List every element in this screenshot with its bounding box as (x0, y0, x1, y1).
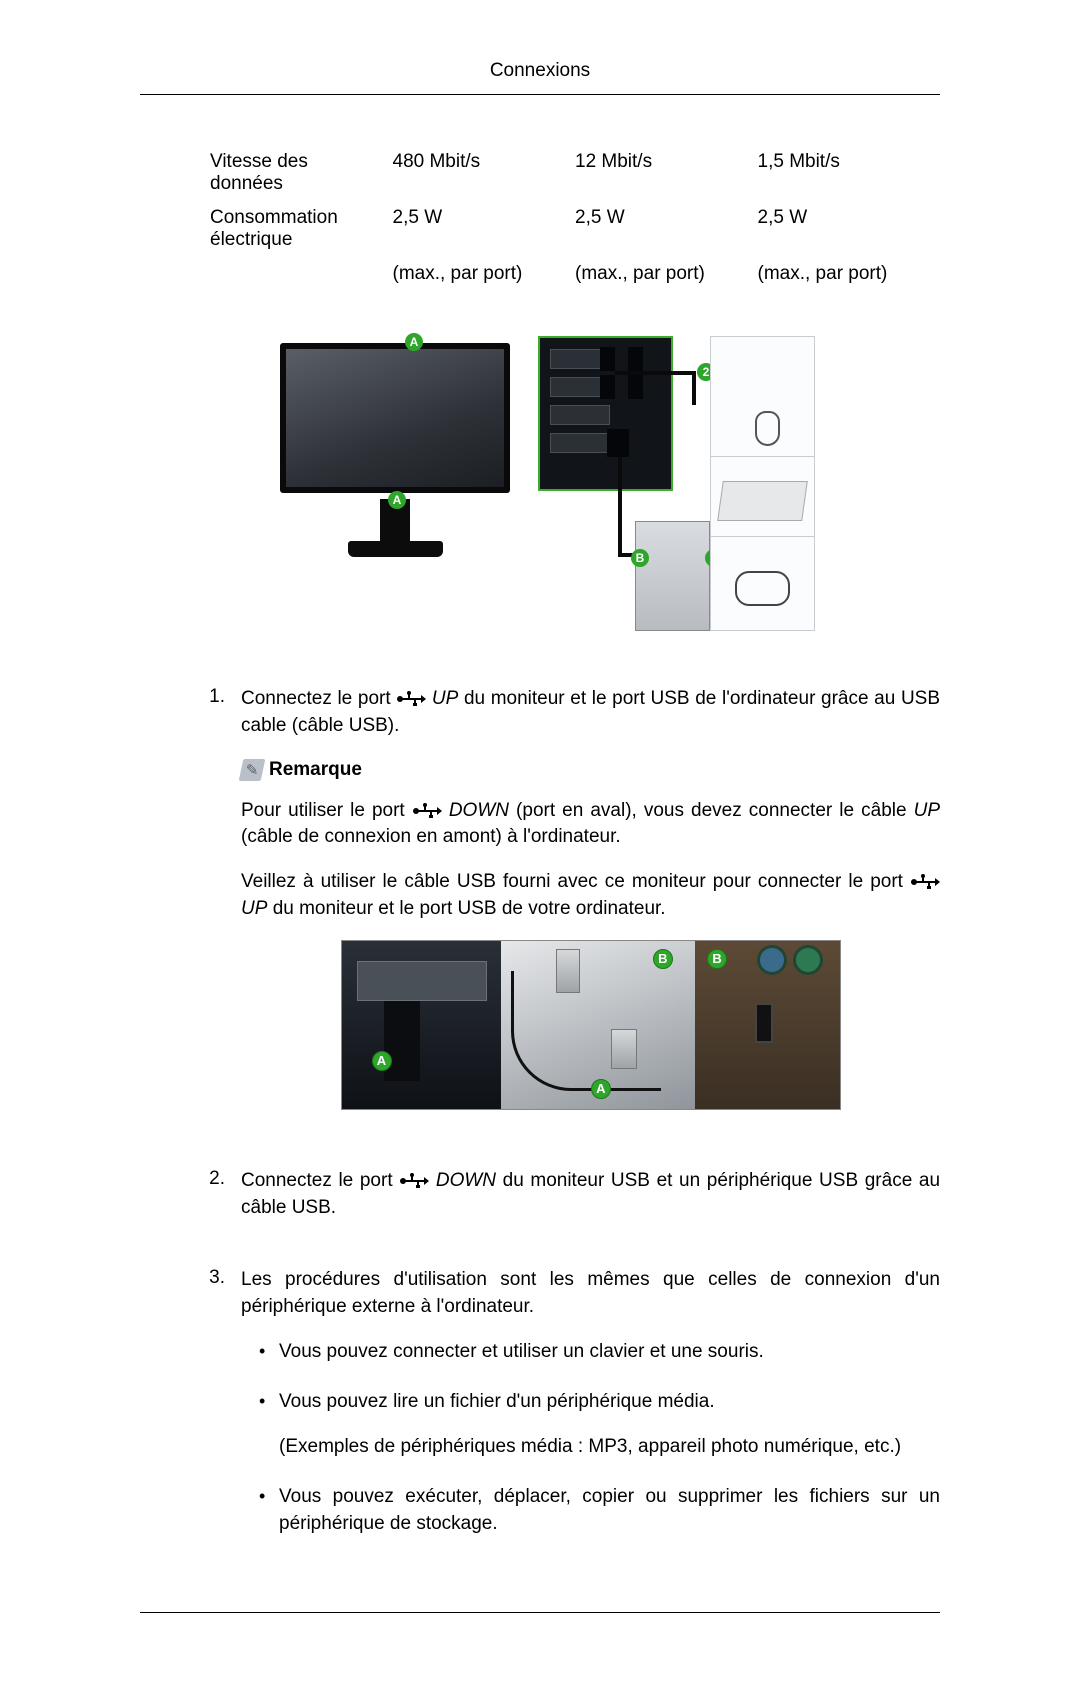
plug-icon (607, 429, 629, 457)
ps2-port-icon (793, 945, 823, 975)
step-body: Connectez le port DOWN du moniteur USB e… (241, 1168, 940, 1239)
cell-value: 1,5 Mbit/s (758, 145, 941, 201)
cell-value: 480 Mbit/s (393, 145, 576, 201)
marker-b-icon: B (631, 549, 649, 567)
step-body: Connectez le port UP du moniteur et le p… (241, 686, 940, 1140)
usb-port-icon (550, 433, 610, 453)
monitor-base-icon (348, 541, 443, 557)
keyboard-icon (717, 481, 808, 521)
italic-text: UP (241, 898, 267, 919)
cell-value: 2,5 W (575, 201, 758, 257)
connection-diagram-2: A B A B (241, 940, 940, 1110)
cable-icon (618, 457, 622, 555)
table-row: Vitesse des données 480 Mbit/s 12 Mbit/s… (210, 145, 940, 201)
text-fragment: Connectez le port (241, 1170, 399, 1191)
note-label: Remarque (269, 757, 362, 784)
note-paragraph: Pour utiliser le port DOWN (port en aval… (241, 798, 940, 851)
bullet-example: (Exemples de périphériques média : MP3, … (279, 1434, 940, 1461)
cell-value: (max., par port) (393, 257, 576, 291)
marker-a-icon: A (405, 333, 423, 351)
page-header-title: Connexions (140, 60, 940, 94)
cell-value: (max., par port) (758, 257, 941, 291)
pc-tower-icon (635, 521, 710, 631)
usb-slot-icon (755, 1003, 773, 1043)
marker-a-icon: A (388, 491, 406, 509)
text-fragment: du moniteur et le port USB de votre ordi… (273, 898, 666, 919)
diagram-canvas: A B A B (341, 940, 841, 1110)
diagram-canvas: A A 2 B 1 (260, 331, 820, 631)
note-paragraph: Veillez à utiliser le câble USB fourni a… (241, 869, 940, 922)
cell-label: Vitesse des données (210, 145, 393, 201)
usb-icon (412, 803, 442, 819)
pc-ports-photo-icon: B (695, 941, 839, 1109)
sub-bullet-list: Vous pouvez connecter et utiliser un cla… (259, 1339, 940, 1538)
marker-a-icon: A (372, 1051, 392, 1071)
usb-icon (910, 874, 940, 890)
step-item-1: 1. Connectez le port UP du moniteur et l… (205, 686, 940, 1140)
separator (710, 536, 815, 537)
monitor-icon (280, 343, 510, 493)
bullet-item: Vous pouvez connecter et utiliser un cla… (259, 1339, 940, 1366)
cell-value: (max., par port) (575, 257, 758, 291)
bullet-text: Vous pouvez lire un fichier d'un périphé… (279, 1391, 715, 1412)
mouse-icon (755, 411, 780, 446)
text-fragment: (câble de connexion en amont) à l'ordina… (241, 826, 621, 847)
header-rule (140, 94, 940, 95)
italic-text: DOWN (436, 1170, 496, 1191)
marker-b-icon: B (707, 949, 727, 969)
connection-diagram-1: A A 2 B 1 (140, 331, 940, 631)
cell-label: Consommation électrique (210, 201, 393, 257)
usb-b-plug-icon (384, 1001, 420, 1081)
usb-icon (399, 1173, 429, 1189)
italic-text: UP (914, 800, 940, 821)
step-number: 2. (205, 1168, 225, 1239)
table-row: (max., par port) (max., par port) (max.,… (210, 257, 940, 291)
plug-icon (628, 347, 643, 371)
cable-icon (615, 371, 695, 375)
step-item-3: 3. Les procédures d'utilisation sont les… (205, 1267, 940, 1561)
separator (710, 456, 815, 457)
port-strip-icon (357, 961, 487, 1001)
spec-table: Vitesse des données 480 Mbit/s 12 Mbit/s… (210, 145, 940, 291)
media-device-icon (735, 571, 790, 606)
usb-icon (396, 691, 426, 707)
step-text: Les procédures d'utilisation sont les mê… (241, 1267, 940, 1320)
document-page: Connexions Vitesse des données 480 Mbit/… (0, 0, 1080, 1693)
monitor-ports-photo-icon: A (342, 941, 501, 1109)
ps2-port-icon (757, 945, 787, 975)
bullet-text: Vous pouvez connecter et utiliser un cla… (279, 1341, 764, 1362)
step-text: Connectez le port DOWN du moniteur USB e… (241, 1168, 940, 1221)
marker-b-icon: B (653, 949, 673, 969)
usb-port-icon (550, 405, 610, 425)
usb-cable-photo-icon: B A (501, 941, 695, 1109)
italic-text: UP (432, 688, 458, 709)
cell-label (210, 257, 393, 291)
cell-value: 2,5 W (393, 201, 576, 257)
note-heading: ✎ Remarque (241, 757, 940, 784)
step-number: 3. (205, 1267, 225, 1561)
text-fragment: Veillez à utiliser le câble USB fourni a… (241, 871, 910, 892)
steps-list: 1. Connectez le port UP du moniteur et l… (205, 686, 940, 1562)
italic-text: DOWN (449, 800, 509, 821)
cell-value: 12 Mbit/s (575, 145, 758, 201)
footer-rule (140, 1612, 940, 1613)
table-row: Consommation électrique 2,5 W 2,5 W 2,5 … (210, 201, 940, 257)
marker-a-icon: A (591, 1079, 611, 1099)
cable-icon (692, 371, 696, 405)
step-text: Connectez le port UP du moniteur et le p… (241, 686, 940, 739)
step-item-2: 2. Connectez le port DOWN du moniteur US… (205, 1168, 940, 1239)
cable-icon (511, 971, 661, 1091)
step-number: 1. (205, 686, 225, 1140)
plug-icon (600, 375, 615, 399)
text-fragment: Connectez le port (241, 688, 396, 709)
note-icon: ✎ (239, 759, 266, 781)
text-fragment: (port en aval), vous devez connecter le … (516, 800, 914, 821)
plug-icon (628, 375, 643, 399)
bullet-item: Vous pouvez lire un fichier d'un périphé… (259, 1389, 940, 1460)
plug-icon (600, 347, 615, 371)
text-fragment: Pour utiliser le port (241, 800, 412, 821)
step-body: Les procédures d'utilisation sont les mê… (241, 1267, 940, 1561)
cell-value: 2,5 W (758, 201, 941, 257)
bullet-item: Vous pouvez exécuter, déplacer, copier o… (259, 1484, 940, 1537)
